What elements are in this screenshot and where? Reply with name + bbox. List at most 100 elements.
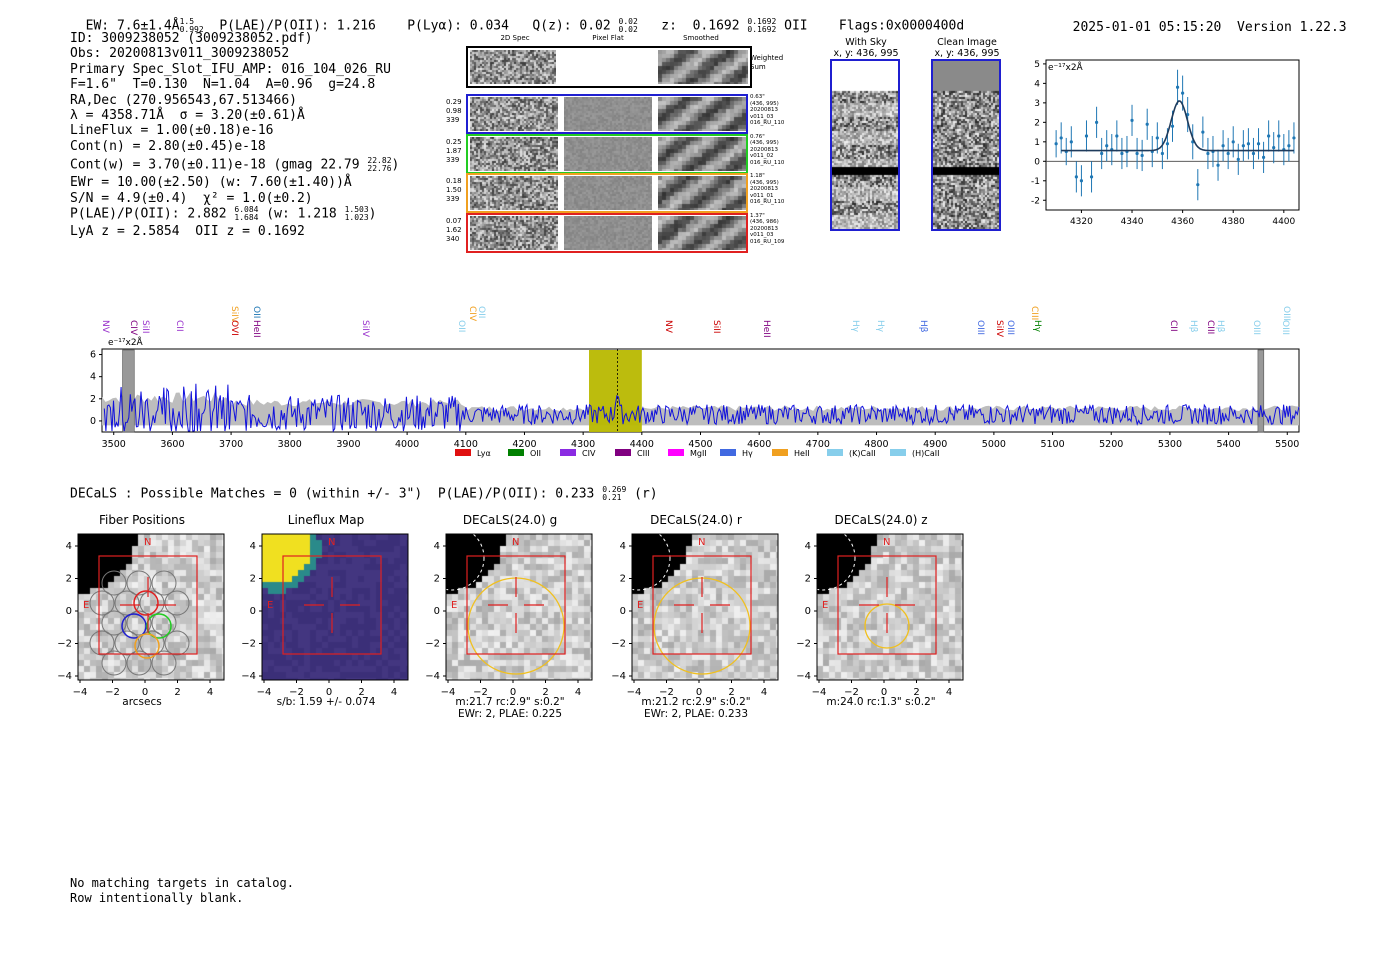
legend-label: OII — [530, 449, 541, 458]
legend-swatch — [668, 449, 684, 456]
fit-data-point — [1196, 183, 1200, 187]
neighbor-ellipse — [422, 528, 485, 591]
spectral-line-label: CIV — [128, 320, 138, 336]
fit-y-tick-label: 0 — [1034, 157, 1040, 167]
panel-pixels — [78, 534, 224, 680]
spectrum-x-tick-label: 4900 — [923, 439, 947, 450]
spectrum-x-tick-label: 4600 — [747, 439, 771, 450]
panel-frame — [77, 533, 225, 681]
panel-frame — [816, 533, 964, 681]
header-ew: EW: 7.6±1.4Å — [85, 18, 180, 34]
panel-y-tick-label: −4 — [611, 671, 626, 682]
spectrum-x-tick-label: 4500 — [688, 439, 712, 450]
spectral-line-label: Hγ — [875, 320, 885, 333]
spectrum-y-tick-label: 4 — [90, 372, 96, 383]
row-sep: 0.76" — [750, 133, 765, 140]
row-2d-spec — [470, 97, 558, 131]
info-contw-row: Cont(w) = 3.70(±0.11)e-18 (gmag 22.79 22… — [70, 157, 399, 173]
spectrum-x-tick-label: 3800 — [278, 439, 302, 450]
spectrum-x-tick-label: 4400 — [630, 439, 654, 450]
north-label: N — [512, 537, 519, 548]
info-plae-w-end: ) — [368, 206, 377, 222]
decals-sum-up: 0.269 — [602, 485, 627, 494]
panel-caption-2: EWr: 2, PLAE: 0.233 — [643, 708, 749, 720]
info-plae-w-dn: 1.023 — [344, 213, 369, 223]
panel-caption-1: m:21.7 rc:2.9" s:0.2" — [455, 696, 565, 708]
fit-x-tick-label: 4380 — [1222, 217, 1245, 227]
decals-panel: Fiber Positions N E — [54, 512, 230, 722]
spectral-line-label: SiIV — [229, 306, 239, 324]
fit-data-point — [1251, 151, 1256, 156]
panel-y-tick-label: 4 — [805, 541, 811, 552]
panel-caption-2: EWr: 2, PLAE: 0.225 — [457, 708, 563, 720]
legend-label: Hγ — [742, 449, 753, 458]
spectral-line-label: Hβ — [918, 320, 928, 333]
fit-y-tick-label: -2 — [1031, 196, 1040, 206]
info-plae-up: 6.084 — [234, 205, 259, 215]
panel-caption-1: m:24.0 rc:1.3" s:0.2" — [826, 696, 936, 708]
with-sky-canvas — [832, 61, 898, 229]
panel-y-tick-label: −2 — [241, 639, 256, 650]
spectrum-x-tick-label: 5400 — [1216, 439, 1240, 450]
legend-label: (K)CaII — [849, 449, 876, 458]
row-pixel-flat — [564, 176, 652, 210]
spectral-line-label: CIII — [1029, 306, 1039, 320]
weighted-sum-cutout — [466, 46, 752, 88]
row-smoothed — [658, 136, 746, 171]
fiber-circle-orange — [134, 633, 160, 659]
fit-data-point — [1089, 175, 1094, 179]
spectral-line-label: CIII — [1205, 320, 1215, 334]
spectral-line-label: OII — [476, 306, 486, 318]
fit-data-point — [1079, 179, 1084, 183]
decals-panel-caption: arcsecs — [54, 696, 230, 708]
info-contw: Cont(w) = 3.70(±0.11)e-18 (gmag 22.79 — [70, 157, 360, 173]
spectrum-x-tick-label: 5000 — [982, 439, 1006, 450]
panel-x-tick-label: −2 — [289, 687, 304, 698]
decals-panel-title: DECaLS(24.0) g — [462, 513, 558, 527]
row-sep: 1.18" — [750, 173, 765, 179]
row-amp: 016_RU_110 — [750, 199, 785, 205]
row-smoothed — [658, 176, 746, 210]
row-2d-spec — [470, 215, 558, 250]
fiber-circle — [164, 630, 190, 656]
spectrum-x-tick-label: 5100 — [1040, 439, 1064, 450]
spectrum-legend: Lyα OII CIV CIII MgII Hγ HeII (K)CaII (H)CaII — [455, 449, 939, 458]
panel-y-tick-label: −4 — [425, 671, 440, 682]
row-sep: 0.63" — [750, 94, 765, 100]
spectral-line-label: CIV — [467, 306, 477, 322]
north-label: N — [883, 537, 890, 548]
row-pixel-flat — [564, 136, 652, 171]
panel-x-tick-label: 2 — [358, 687, 364, 698]
aperture-circle — [864, 603, 910, 649]
spectrum-x-axis: 3500 3600 3700 3800 3900 4000 4100 4200 4300 4400… — [102, 432, 1299, 450]
info-lineflux: LineFlux = 1.00(±0.18)e-16 — [70, 123, 274, 139]
weighted-smoothed — [658, 50, 748, 84]
fit-data-point — [1059, 136, 1063, 140]
header-ew-up: 1.5 — [179, 17, 195, 26]
info-radec: RA,Dec (270.956543,67.513466) — [70, 92, 297, 108]
fit-data-marks — [1046, 69, 1299, 201]
cutout-row-frame — [466, 173, 748, 213]
legend-swatch — [560, 449, 576, 456]
spectrum-x-tick-label: 4200 — [512, 439, 536, 450]
col-2d-spec: 2D Spec — [500, 34, 530, 42]
row-amp: 016_RU_109 — [750, 238, 785, 245]
search-box — [652, 555, 752, 655]
fiber-circle — [151, 570, 177, 596]
panel-x-tick-label: 0 — [142, 687, 148, 698]
spectral-line-label: NV — [100, 320, 110, 334]
panel-x-tick-label: 0 — [510, 687, 516, 698]
row-smoothed — [658, 215, 746, 250]
fit-y-tick-label: 1 — [1034, 138, 1040, 148]
fit-data-point — [1272, 146, 1276, 150]
panel-x-tick-label: −2 — [659, 687, 674, 698]
panel-x-tick-label: 4 — [575, 687, 581, 698]
panel-y-tick-label: −2 — [425, 639, 440, 650]
panel-y-tick-label: 0 — [250, 606, 256, 617]
legend-swatch — [772, 449, 788, 456]
cutout-row-meta: 1.37" (436, 986) 20200813 v011_03 016_RU… — [750, 213, 794, 246]
fit-data-point — [1160, 151, 1164, 156]
panel-x-tick-label: 2 — [542, 687, 548, 698]
header-z: z: 0.1692 — [661, 18, 740, 34]
spectral-line-label: CII — [174, 320, 184, 332]
